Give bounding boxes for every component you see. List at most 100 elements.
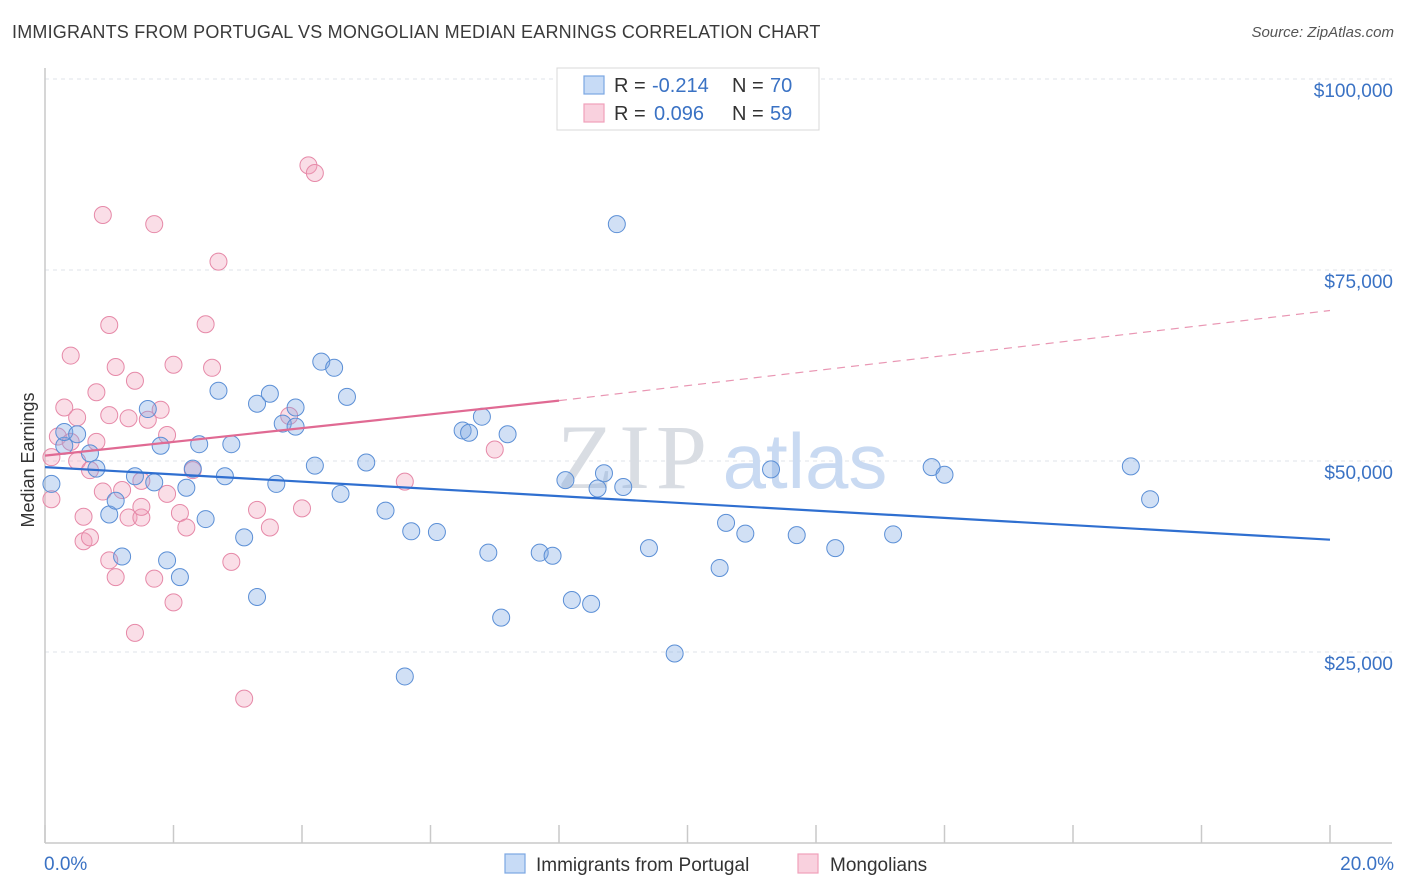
data-point bbox=[196, 510, 215, 529]
y-tick-label: $75,000 bbox=[1324, 272, 1393, 293]
data-point bbox=[665, 644, 684, 663]
data-point bbox=[151, 400, 170, 419]
data-point bbox=[710, 558, 729, 577]
data-point bbox=[717, 513, 736, 532]
y-tick-label: $100,000 bbox=[1314, 81, 1393, 102]
data-point bbox=[106, 568, 125, 587]
data-point bbox=[164, 593, 183, 612]
trend-line-extension-1 bbox=[558, 309, 1331, 402]
data-point bbox=[125, 371, 144, 390]
data-point bbox=[248, 500, 267, 519]
data-point bbox=[935, 465, 954, 484]
data-point bbox=[42, 490, 61, 509]
data-point bbox=[151, 436, 170, 455]
data-point bbox=[106, 358, 125, 377]
data-point bbox=[158, 551, 177, 570]
data-point bbox=[138, 400, 157, 419]
legend-r-label-2: R = bbox=[614, 103, 646, 125]
bottom-legend-swatch-mongolians bbox=[797, 853, 819, 874]
data-point bbox=[582, 594, 601, 613]
legend-n-value-1: 70 bbox=[770, 75, 792, 97]
data-point bbox=[145, 215, 164, 234]
data-point bbox=[42, 448, 61, 467]
legend-n-label-2: N = bbox=[732, 103, 764, 125]
series-legend: Immigrants from Portugal Mongolians bbox=[504, 853, 927, 876]
data-point bbox=[1121, 457, 1140, 476]
data-point bbox=[61, 346, 80, 365]
data-points bbox=[42, 156, 1160, 708]
data-point bbox=[177, 478, 196, 497]
data-point bbox=[203, 358, 222, 377]
bottom-legend-swatch-portugal bbox=[504, 853, 526, 874]
data-point bbox=[119, 409, 138, 428]
data-point bbox=[222, 435, 241, 454]
data-point bbox=[736, 524, 755, 543]
watermark-atlas: atlas bbox=[723, 417, 888, 505]
data-point bbox=[80, 444, 99, 463]
data-point bbox=[100, 406, 119, 425]
data-point bbox=[74, 507, 93, 526]
data-point bbox=[125, 623, 144, 642]
y-tick-label: $50,000 bbox=[1324, 463, 1393, 484]
watermark: ZIP atlas bbox=[557, 406, 887, 508]
data-point bbox=[177, 518, 196, 537]
data-point bbox=[170, 568, 189, 587]
data-point bbox=[594, 464, 613, 483]
data-point bbox=[305, 456, 324, 475]
data-point bbox=[260, 518, 279, 537]
data-point bbox=[100, 316, 119, 335]
data-point bbox=[286, 417, 305, 436]
data-point bbox=[492, 608, 511, 627]
data-point bbox=[395, 667, 414, 686]
y-axis-title: Median Earnings bbox=[18, 392, 38, 527]
data-point bbox=[196, 315, 215, 334]
x-tick-label-max: 20.0% bbox=[1340, 854, 1394, 875]
data-point bbox=[93, 205, 112, 224]
data-point bbox=[305, 163, 324, 182]
data-point bbox=[113, 547, 132, 566]
trend-line-1 bbox=[44, 399, 560, 457]
data-point bbox=[472, 407, 491, 426]
data-point bbox=[119, 508, 138, 527]
data-point bbox=[479, 543, 498, 562]
correlation-legend: R = -0.214 N = 70 R = 0.096 N = 59 bbox=[556, 67, 820, 131]
bottom-legend-label-portugal: Immigrants from Portugal bbox=[536, 855, 749, 876]
y-tick-label: $25,000 bbox=[1324, 654, 1393, 675]
data-point bbox=[183, 459, 202, 478]
data-point bbox=[55, 398, 74, 417]
legend-n-label-1: N = bbox=[732, 75, 764, 97]
data-point bbox=[132, 508, 151, 527]
data-point bbox=[68, 425, 87, 444]
watermark-zip: ZIP bbox=[557, 406, 713, 508]
data-point bbox=[556, 471, 575, 490]
data-point bbox=[395, 472, 414, 491]
data-point bbox=[485, 440, 504, 459]
data-point bbox=[826, 539, 845, 558]
data-point bbox=[357, 453, 376, 472]
data-point bbox=[762, 460, 781, 479]
data-point bbox=[607, 215, 626, 234]
data-point bbox=[286, 398, 305, 417]
data-point bbox=[222, 552, 241, 571]
axes bbox=[44, 68, 1392, 844]
data-point bbox=[639, 539, 658, 558]
data-point bbox=[260, 384, 279, 403]
data-point bbox=[588, 479, 607, 498]
data-point bbox=[562, 591, 581, 610]
data-point bbox=[1141, 490, 1160, 509]
data-point bbox=[787, 526, 806, 545]
data-point bbox=[209, 252, 228, 271]
data-point bbox=[543, 546, 562, 565]
data-point bbox=[145, 473, 164, 492]
data-point bbox=[209, 381, 228, 400]
data-point bbox=[325, 358, 344, 377]
data-point bbox=[106, 491, 125, 510]
data-point bbox=[498, 425, 517, 444]
chart-title: IMMIGRANTS FROM PORTUGAL VS MONGOLIAN ME… bbox=[12, 22, 821, 42]
data-point bbox=[460, 423, 479, 442]
data-point bbox=[145, 569, 164, 588]
data-point bbox=[402, 522, 421, 541]
legend-swatch-portugal bbox=[583, 75, 605, 95]
y-tick-labels: $25,000 $50,000 $75,000 $100,000 bbox=[1314, 81, 1393, 675]
